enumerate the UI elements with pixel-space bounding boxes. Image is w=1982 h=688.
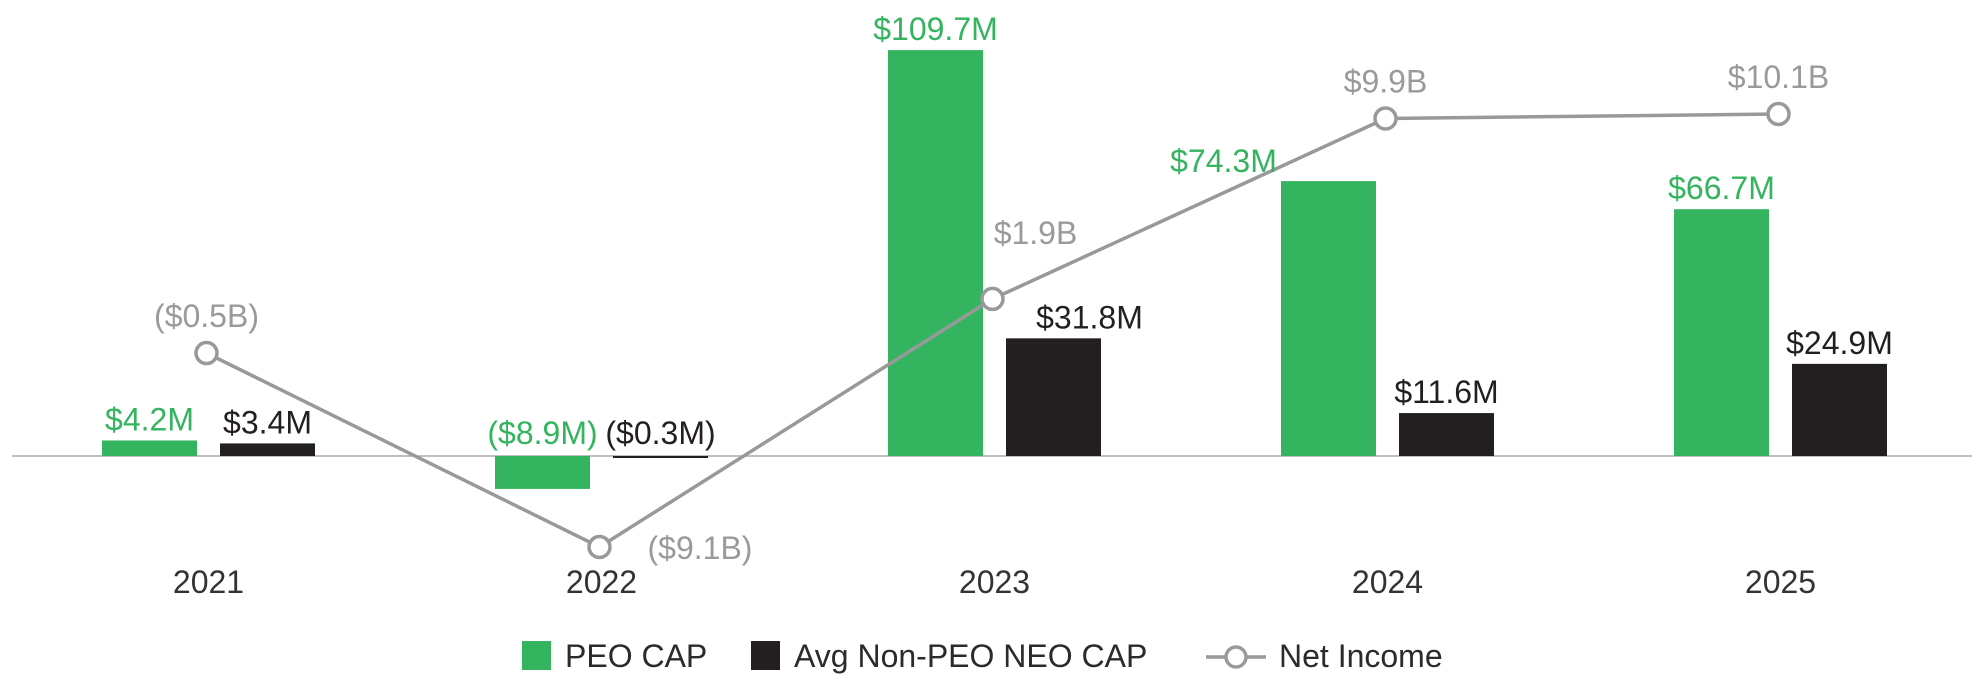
label-peo-cap-2024: $74.3M — [1170, 143, 1277, 179]
legend-label-avg-non-peo-neo-cap: Avg Non-PEO NEO CAP — [794, 638, 1147, 674]
bar-avg-non-peo-neo-cap-2022 — [613, 456, 708, 458]
x-tick-2021: 2021 — [173, 564, 244, 600]
bar-peo-cap-2025 — [1674, 209, 1769, 456]
bar-layer — [102, 50, 1887, 489]
legend-swatch-peo-cap — [522, 641, 551, 670]
label-net-income-2023: $1.9B — [994, 215, 1078, 251]
label-peo-cap-2023: $109.7M — [873, 11, 998, 47]
legend-label-peo-cap: PEO CAP — [565, 638, 707, 674]
point-net-income-2025 — [1766, 101, 1791, 127]
point-net-income-2024 — [1373, 106, 1398, 131]
label-avg-non-peo-neo-cap-2023: $31.8M — [1036, 299, 1143, 335]
label-net-income-2022: ($9.1B) — [648, 530, 753, 566]
bar-peo-cap-2021 — [102, 440, 197, 456]
label-net-income-2024: $9.9B — [1344, 64, 1428, 100]
x-tick-2022: 2022 — [566, 564, 637, 600]
bar-avg-non-peo-neo-cap-2023 — [1006, 338, 1101, 456]
label-avg-non-peo-neo-cap-2024: $11.6M — [1394, 374, 1498, 410]
point-net-income-2023 — [980, 286, 1005, 312]
series-line-net-income — [205, 112, 1779, 550]
label-peo-cap-2021: $4.2M — [105, 401, 194, 437]
label-net-income-2025: $10.1B — [1728, 59, 1829, 95]
legend-label-net-income: Net Income — [1279, 638, 1443, 674]
label-layer: $4.2M $3.4M 2021 ($8.9M) ($0.3M) 2022 $109.7M $… — [105, 11, 1893, 600]
label-avg-non-peo-neo-cap-2021: $3.4M — [223, 404, 312, 440]
bar-avg-non-peo-neo-cap-2021 — [220, 443, 315, 456]
bar-peo-cap-2023 — [888, 50, 983, 457]
bar-avg-non-peo-neo-cap-2024 — [1399, 413, 1494, 456]
label-avg-non-peo-neo-cap-2022: ($0.3M) — [605, 415, 715, 451]
point-net-income-2021 — [194, 340, 219, 366]
label-net-income-2021: ($0.5B) — [154, 298, 259, 334]
x-tick-2025: 2025 — [1745, 564, 1816, 600]
bar-peo-cap-2022 — [495, 456, 590, 489]
legend-swatch-marker-net-income — [1224, 645, 1248, 669]
bar-avg-non-peo-neo-cap-2025 — [1792, 363, 1887, 456]
label-peo-cap-2025: $66.7M — [1668, 170, 1775, 206]
label-avg-non-peo-neo-cap-2025: $24.9M — [1786, 325, 1893, 361]
x-tick-2024: 2024 — [1352, 564, 1423, 600]
label-peo-cap-2022: ($8.9M) — [487, 415, 597, 451]
x-tick-2023: 2023 — [959, 564, 1030, 600]
legend: PEO CAP Avg Non-PEO NEO CAP Net Income — [522, 638, 1443, 674]
point-net-income-2022 — [587, 534, 612, 560]
bar-peo-cap-2024 — [1281, 181, 1376, 456]
legend-swatch-avg-non-peo-neo-cap — [751, 641, 780, 670]
line-layer — [194, 101, 1791, 560]
